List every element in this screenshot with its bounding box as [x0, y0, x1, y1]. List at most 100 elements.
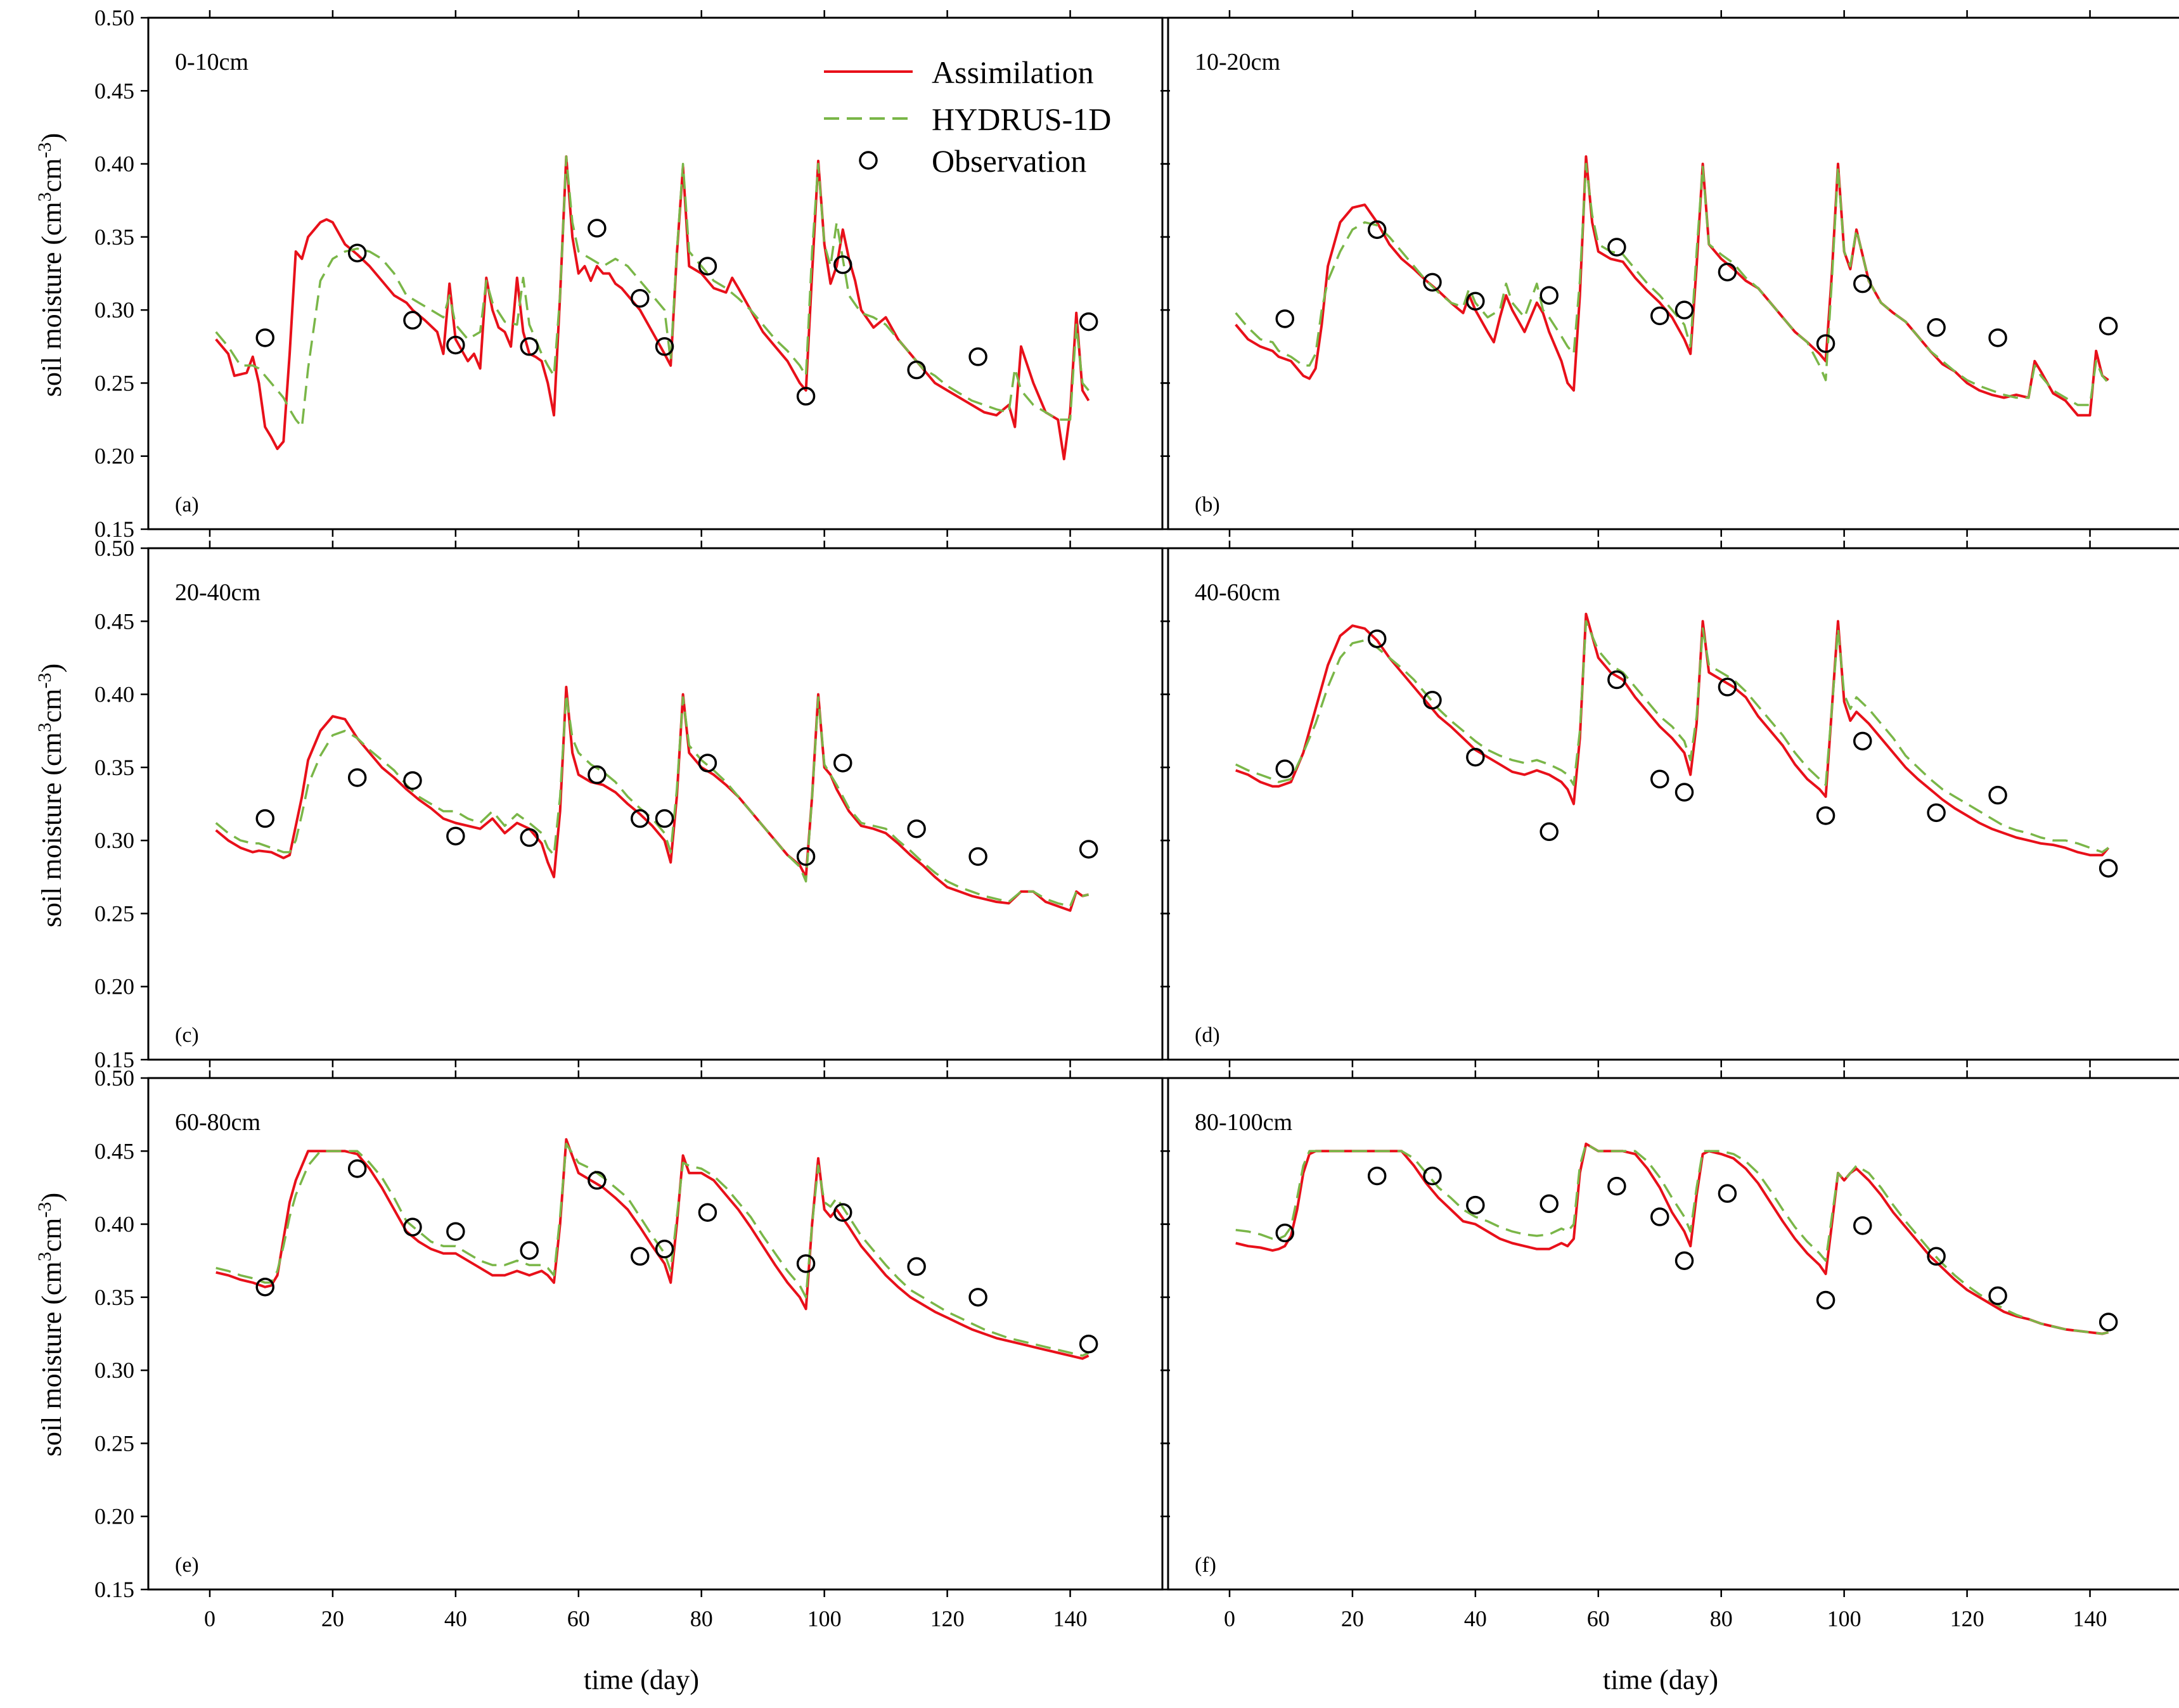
panels: 0.15 0.20 0.25 0.30 0.35 0.40 0.45 0.50 0-10cm (a… — [94, 5, 2179, 1631]
x-tick-label: 100 — [1827, 1606, 1861, 1631]
observation-point — [1275, 309, 1294, 328]
observation-point — [1423, 273, 1442, 292]
observation-point — [1853, 1216, 1872, 1235]
y-tick-label: 0.30 — [94, 297, 134, 323]
observation-point — [2099, 859, 2118, 878]
panel-tag: (b) — [1195, 493, 1220, 517]
observation-point — [1466, 1195, 1485, 1215]
x-tick-label: 40 — [444, 1606, 467, 1631]
x-tick-label: 60 — [1587, 1606, 1610, 1631]
panel-tag: (e) — [175, 1553, 199, 1577]
y-tick-label: 0.20 — [94, 1504, 134, 1529]
observation-point — [1853, 274, 1872, 293]
observation-point — [1988, 1286, 2007, 1306]
y-tick-label: 0.20 — [94, 444, 134, 469]
x-tick-label: 0 — [204, 1606, 215, 1631]
legend-assimilation-label: Assimilation — [932, 55, 1094, 90]
y-tick-label: 0.50 — [94, 5, 134, 30]
panel-frame — [1167, 16, 2179, 530]
observation-point — [796, 847, 816, 866]
observation-point — [1927, 1247, 1946, 1266]
y-tick-label: 0.45 — [94, 78, 134, 103]
observation-point — [347, 768, 367, 787]
observation-point — [1718, 1184, 1737, 1203]
y-tick-label: 0.35 — [94, 755, 134, 780]
observation-point — [631, 809, 650, 828]
observation-point — [968, 1288, 987, 1307]
legend-hydrus-label: HYDRUS-1D — [932, 101, 1111, 137]
panel-frame — [147, 547, 1164, 1061]
observation-point — [796, 1254, 816, 1273]
panel-tag: (a) — [175, 493, 199, 517]
observation-point — [1079, 1334, 1098, 1354]
panel-depth-label: 0-10cm — [175, 49, 248, 75]
observation-point — [907, 819, 926, 838]
x-tick-label: 120 — [1950, 1606, 1984, 1631]
assimilation-line — [1235, 155, 2109, 417]
panel-depth-label: 40-60cm — [1195, 579, 1280, 606]
observation-point — [2099, 1313, 2118, 1332]
observation-point — [1607, 1176, 1626, 1196]
y-axis-title: soil moisture (cm3cm-3) — [34, 1193, 67, 1456]
x-tick-label: 20 — [1341, 1606, 1364, 1631]
observation-point — [833, 1203, 852, 1222]
observation-point — [968, 347, 987, 366]
observation-point — [1988, 785, 2007, 805]
observation-point — [1275, 1223, 1294, 1243]
observation-point — [520, 337, 539, 356]
y-tick-label: 0.25 — [94, 370, 134, 395]
legend-observation-label: Observation — [932, 143, 1086, 179]
panel-depth-label: 20-40cm — [175, 579, 260, 606]
observation-point — [588, 765, 607, 785]
observation-point — [403, 1217, 422, 1236]
observation-point — [1816, 806, 1835, 825]
observation-point — [1674, 783, 1694, 802]
x-tick-label: 60 — [567, 1606, 590, 1631]
panel-frame — [147, 16, 1164, 530]
x-tick-label: 120 — [930, 1606, 965, 1631]
x-tick-label: 100 — [807, 1606, 842, 1631]
observation-point — [655, 809, 674, 828]
panel-tag: (d) — [1195, 1024, 1220, 1047]
ylabel-row-1: soil moisture (cm3cm-3) — [34, 133, 67, 397]
y-tick-label: 0.40 — [94, 682, 134, 707]
x-tick-label: 40 — [1464, 1606, 1487, 1631]
ylabel-row-3: soil moisture (cm3cm-3) — [34, 1193, 67, 1456]
observation-point — [907, 1257, 926, 1276]
y-tick-label: 0.35 — [94, 224, 134, 250]
observation-point — [796, 387, 816, 406]
y-tick-label: 0.40 — [94, 151, 134, 177]
observation-point — [631, 1247, 650, 1266]
observation-point — [631, 288, 650, 308]
y-axis-title: soil moisture (cm3cm-3) — [34, 133, 67, 397]
observation-point — [347, 243, 367, 262]
observation-point — [520, 1241, 539, 1260]
legend-observation-marker — [859, 151, 878, 170]
observation-point — [655, 1240, 674, 1259]
panel-60-80cm: 0.15 0.20 0.25 0.30 0.35 0.40 0.45 0.50 0 20 40 60 8… — [94, 1065, 1170, 1631]
y-tick-label: 0.30 — [94, 1358, 134, 1383]
observation-point — [907, 360, 926, 380]
hydrus-line — [1235, 620, 2109, 854]
observation-point — [1079, 840, 1098, 859]
y-tick-label: 0.15 — [94, 1577, 134, 1602]
observation-point — [1988, 328, 2007, 347]
y-tick-label: 0.40 — [94, 1212, 134, 1237]
x-tick-label: 140 — [2073, 1606, 2107, 1631]
assimilation-line — [215, 686, 1090, 912]
observation-point — [1816, 1290, 1835, 1310]
panel-depth-label: 60-80cm — [175, 1109, 260, 1136]
observation-point — [347, 1159, 367, 1178]
observation-point — [968, 847, 987, 866]
panel-tag: (f) — [1195, 1553, 1216, 1577]
observation-point — [1539, 1194, 1559, 1214]
observation-point — [1607, 670, 1626, 690]
y-tick-label: 0.45 — [94, 608, 134, 634]
x-tick-label: 140 — [1053, 1606, 1088, 1631]
observation-point — [1650, 306, 1669, 326]
x-tick-label: 80 — [690, 1606, 713, 1631]
y-tick-label: 0.20 — [94, 974, 134, 999]
panel-depth-label: 10-20cm — [1195, 49, 1280, 75]
observation-point — [1674, 1251, 1694, 1270]
